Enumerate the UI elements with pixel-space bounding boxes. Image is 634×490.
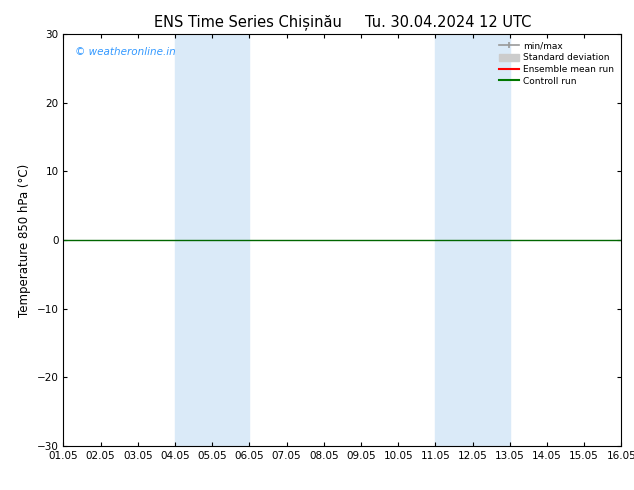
Title: ENS Time Series Chișinău     Tu. 30.04.2024 12 UTC: ENS Time Series Chișinău Tu. 30.04.2024 … xyxy=(153,14,531,30)
Y-axis label: Temperature 850 hPa (°C): Temperature 850 hPa (°C) xyxy=(18,164,31,317)
Bar xyxy=(175,34,249,446)
Text: © weatheronline.in: © weatheronline.in xyxy=(75,47,176,57)
Bar xyxy=(436,34,510,446)
Legend: min/max, Standard deviation, Ensemble mean run, Controll run: min/max, Standard deviation, Ensemble me… xyxy=(496,39,617,88)
